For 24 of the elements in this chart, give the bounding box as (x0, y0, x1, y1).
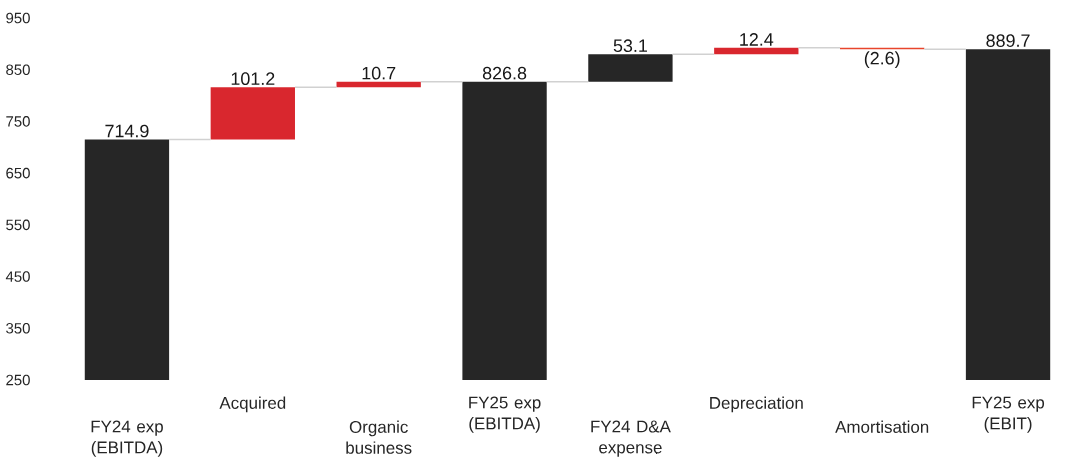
data-label: 12.4 (740, 33, 774, 46)
x-tick-label: FY24 exp (EBITDA) (91, 420, 163, 457)
data-label: 101.2 (231, 72, 275, 86)
data-label: 714.9 (105, 124, 149, 138)
x-tick-label: Acquired (219, 396, 286, 413)
data-label: (2.6) (864, 51, 900, 69)
y-tick-label: 250 (6, 374, 30, 386)
x-tick-label: Organic business (346, 420, 412, 454)
x-tick-label: Amortisation (835, 420, 929, 433)
y-tick-label: 750 (6, 116, 30, 127)
y-tick-label: 450 (5, 271, 30, 282)
y-tick-label: 650 (6, 167, 30, 179)
x-tick-label: FY25 exp (EBIT) (972, 396, 1045, 433)
x-tick-label: Depreciation (710, 396, 803, 413)
y-tick-label: 350 (6, 322, 30, 334)
x-tick-label: FY25 exp (EBITDA) (469, 396, 541, 433)
data-label: 889.7 (986, 34, 1030, 47)
data-label: 826.8 (482, 66, 527, 80)
y-tick-label: 550 (6, 219, 30, 231)
y-tick-label: 950 (6, 12, 30, 24)
data-label: 10.7 (362, 66, 396, 80)
x-tick-label: FY24 D&A expense (591, 420, 671, 457)
data-label: 53.1 (613, 39, 647, 53)
y-tick-label: 850 (6, 64, 30, 75)
